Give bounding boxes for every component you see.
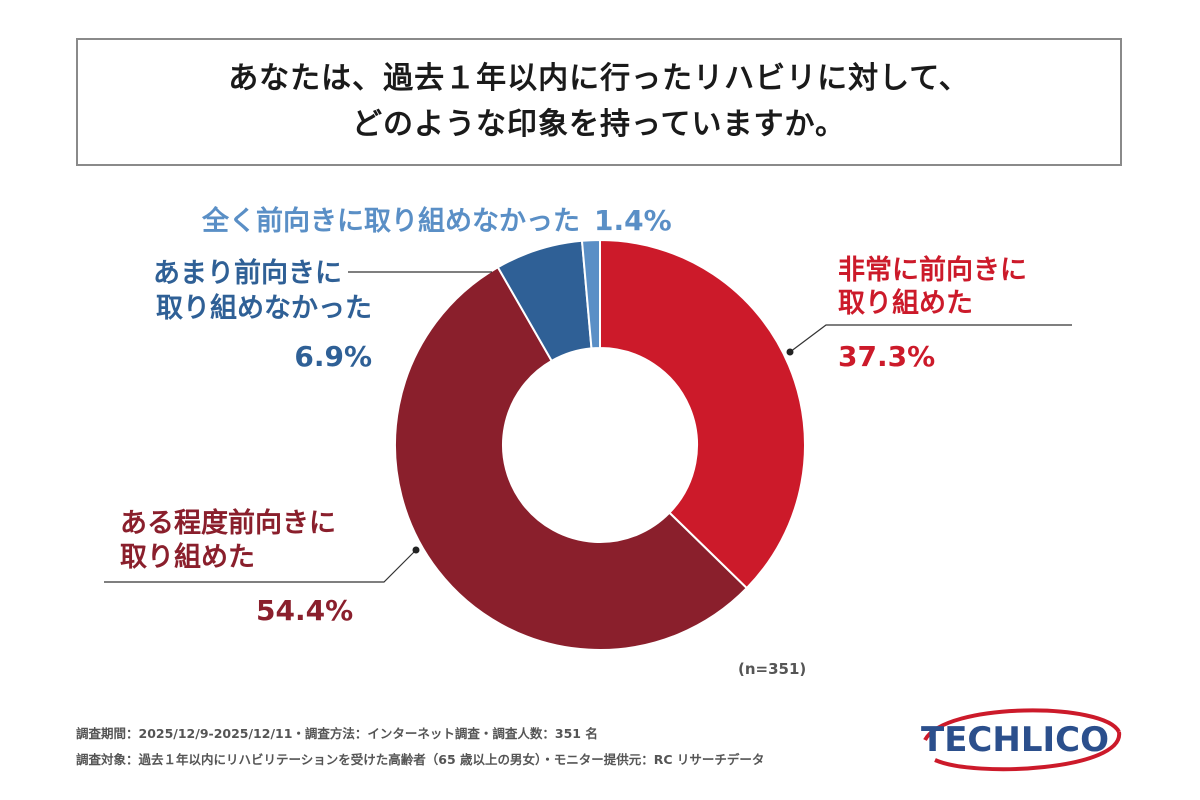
title-line-2: どのような印象を持っていますか。 bbox=[352, 107, 846, 142]
logo-ring-lower bbox=[934, 731, 1122, 772]
label-not-very-positive-line1: あまり前向きに bbox=[153, 257, 342, 289]
chart-slices bbox=[394, 238, 806, 651]
label-somewhat-positive-line1: ある程度前向きに bbox=[120, 507, 336, 539]
label-not-very-positive-line2: 取り組めなかった bbox=[156, 292, 372, 324]
slice-somewhat-positive bbox=[394, 265, 749, 651]
value-somewhat-positive: 54.4% bbox=[256, 594, 353, 627]
leader-somewhat-positive-dot bbox=[412, 546, 420, 554]
leader-very-positive bbox=[789, 324, 1072, 353]
slice-not-positive-at-all bbox=[580, 238, 601, 350]
leader-lines bbox=[104, 271, 1072, 583]
logo-text: TECHLICO bbox=[921, 720, 1109, 760]
leader-very-positive-dot bbox=[786, 348, 794, 356]
value-not-positive-at-all: 1.4% bbox=[594, 204, 672, 237]
label-very-positive-line2: 取り組めた bbox=[838, 287, 973, 319]
footer-line-1: 調査期間：2025/12/9-2025/12/11・調査方法：インターネット調査… bbox=[76, 726, 598, 741]
label-somewhat-positive-line2: 取り組めた bbox=[120, 541, 255, 573]
value-not-very-positive: 6.9% bbox=[294, 340, 372, 373]
sample-size: (n=351) bbox=[738, 660, 807, 678]
value-very-positive: 37.3% bbox=[838, 340, 935, 373]
slice-labels: 非常に前向きに取り組めた37.3%ある程度前向きに取り組めた54.4%あまり前向… bbox=[120, 204, 1027, 627]
label-very-positive-line1: 非常に前向きに bbox=[838, 254, 1027, 286]
label-not-positive-at-all: 全く前向きに取り組めなかった bbox=[201, 205, 580, 237]
title-line-1: あなたは、過去１年以内に行ったリハビリに対して、 bbox=[228, 61, 970, 96]
logo-ring bbox=[923, 708, 1121, 742]
title-box: あなたは、過去１年以内に行ったリハビリに対して、 どのような印象を持っていますか… bbox=[76, 38, 1122, 166]
leader-somewhat-positive bbox=[104, 549, 417, 583]
slice-very-positive bbox=[599, 238, 806, 590]
techlico-logo: TECHLICO bbox=[921, 708, 1122, 772]
footer-line-2: 調査対象：過去１年以内にリハビリテーションを受けた高齢者（65 歳以上の男女）・… bbox=[76, 752, 765, 767]
